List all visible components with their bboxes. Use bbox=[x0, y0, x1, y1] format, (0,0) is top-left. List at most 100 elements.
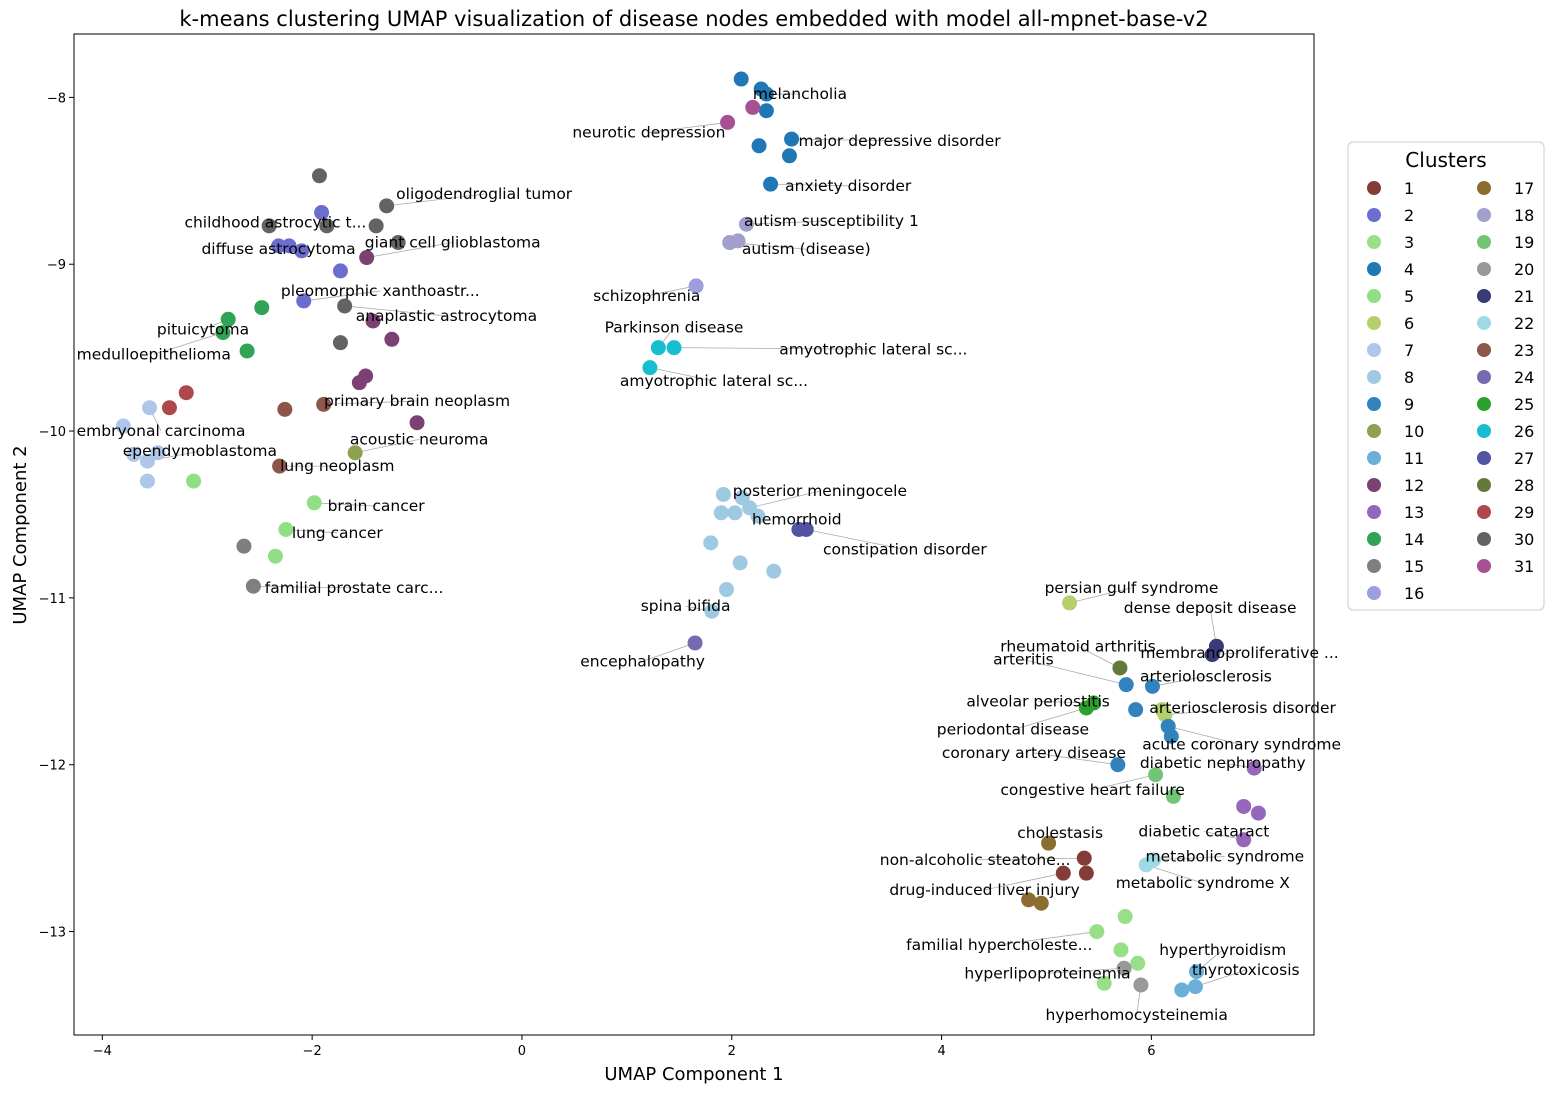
legend-label: 11 bbox=[1404, 449, 1424, 468]
scatter-point-cluster-7 bbox=[139, 473, 155, 489]
scatter-point-cluster-3 bbox=[1089, 924, 1105, 940]
legend-marker bbox=[1477, 451, 1491, 465]
annotation-label: anaplastic astrocytoma bbox=[356, 307, 537, 325]
annotation-leader-line bbox=[648, 122, 728, 133]
scatter-point-cluster-30 bbox=[337, 298, 353, 314]
scatter-point-cluster-6 bbox=[1062, 595, 1078, 611]
scatter-point-cluster-9 bbox=[1144, 678, 1160, 694]
scatter-point-cluster-19 bbox=[1148, 767, 1164, 783]
scatter-point-cluster-7 bbox=[142, 400, 158, 416]
legend-label: 3 bbox=[1404, 233, 1414, 252]
annotation-leader-line bbox=[285, 529, 338, 534]
scatter-point-cluster-19 bbox=[1165, 788, 1181, 804]
annotation-leader-line bbox=[1164, 707, 1243, 716]
annotation-label: schizophrenia bbox=[593, 287, 700, 305]
annotation-leader-line bbox=[1168, 725, 1242, 746]
scatter-point-cluster-7 bbox=[139, 453, 155, 469]
legend-label: 16 bbox=[1404, 584, 1424, 603]
scatter-point-cluster-5 bbox=[278, 521, 294, 537]
annotation-label: neurotic depression bbox=[572, 123, 725, 141]
scatter-point-cluster-2 bbox=[271, 238, 287, 254]
annotation-label: autism (disease) bbox=[742, 240, 871, 258]
scatter-point-cluster-30 bbox=[311, 168, 327, 184]
annotation-label: acute coronary syndrome bbox=[1142, 736, 1341, 754]
legend-marker bbox=[1477, 316, 1491, 330]
legend-marker bbox=[1367, 451, 1381, 465]
scatter-point-cluster-8 bbox=[715, 486, 731, 502]
legend-marker bbox=[1367, 343, 1381, 357]
scatter-point-cluster-13 bbox=[1236, 798, 1252, 814]
annotation-label: non-alcoholic steatohe... bbox=[880, 851, 1071, 869]
scatter-point-cluster-2 bbox=[296, 293, 312, 309]
scatter-point-cluster-15 bbox=[245, 578, 261, 594]
annotation-label: persian gulf syndrome bbox=[1045, 579, 1219, 597]
scatter-point-cluster-17 bbox=[1021, 892, 1037, 908]
annotation-label: diabetic cataract bbox=[1138, 822, 1269, 840]
annotation-label: encephalopathy bbox=[580, 652, 705, 670]
scatter-point-cluster-3 bbox=[1096, 975, 1112, 991]
scatter-point-cluster-26 bbox=[650, 340, 666, 356]
legend-marker bbox=[1367, 181, 1381, 195]
annotation-label: diabetic nephropathy bbox=[1140, 754, 1306, 772]
annotation-label: alveolar periostitis bbox=[966, 692, 1110, 710]
scatter-point-cluster-4 bbox=[763, 176, 779, 192]
legend-label: 6 bbox=[1404, 314, 1414, 333]
scatter-point-cluster-8 bbox=[727, 505, 743, 521]
scatter-point-cluster-23 bbox=[272, 458, 288, 474]
annotation-label: lung neoplasm bbox=[280, 457, 394, 475]
annotation-leader-line bbox=[674, 347, 874, 350]
x-tick-label: 4 bbox=[937, 1044, 945, 1059]
legend-label: 9 bbox=[1404, 395, 1414, 414]
scatter-point-cluster-17 bbox=[1033, 895, 1049, 911]
scatter-point-cluster-8 bbox=[750, 508, 766, 524]
legend-label: 1 bbox=[1404, 179, 1414, 198]
scatter-point-cluster-31 bbox=[745, 99, 761, 115]
legend-marker bbox=[1477, 424, 1491, 438]
scatter-point-cluster-17 bbox=[1041, 835, 1057, 851]
scatter-point-cluster-8 bbox=[732, 555, 748, 571]
annotation-label: spina bifida bbox=[641, 597, 731, 615]
annotation-leader-line bbox=[975, 857, 1085, 861]
legend-label: 26 bbox=[1514, 422, 1534, 441]
annotation-leader-line bbox=[749, 490, 820, 509]
annotation-labels: melancholia neurotic depression major depr… bbox=[77, 85, 1341, 1024]
chart-title: k-means clustering UMAP visualization of… bbox=[179, 7, 1208, 31]
legend-label: 7 bbox=[1404, 341, 1414, 360]
scatter-point-cluster-1 bbox=[1078, 865, 1094, 881]
legend-label: 21 bbox=[1514, 287, 1534, 306]
scatter-point-cluster-5 bbox=[267, 548, 283, 564]
annotation-leader-line bbox=[344, 305, 447, 317]
annotation-label: dense deposit disease bbox=[1124, 599, 1297, 617]
scatter-point-cluster-4 bbox=[784, 131, 800, 147]
scatter-point-cluster-2 bbox=[314, 205, 330, 221]
y-tick-label: −12 bbox=[39, 759, 66, 774]
annotation-leader-line bbox=[253, 585, 355, 589]
annotation-label: arteritis bbox=[993, 651, 1054, 669]
x-tick-label: −4 bbox=[93, 1044, 112, 1059]
annotation-label: hemorrhoid bbox=[752, 510, 842, 528]
annotation-leader-line bbox=[1146, 864, 1203, 884]
y-tick-label: −13 bbox=[39, 926, 66, 941]
annotation-label: posterior meningocele bbox=[733, 482, 907, 500]
legend: Clusters 1234567891011121314151617181920… bbox=[1347, 141, 1545, 611]
annotation-leader-line bbox=[806, 529, 905, 550]
annotation-label: membranoproliferative ... bbox=[1140, 644, 1338, 662]
legend-marker bbox=[1477, 478, 1491, 492]
annotation-label: familial hypercholeste... bbox=[906, 936, 1092, 954]
legend-marker bbox=[1367, 289, 1381, 303]
scatter-point-cluster-30 bbox=[261, 218, 277, 234]
scatter-point-cluster-12 bbox=[365, 313, 381, 329]
scatter-point-cluster-29 bbox=[178, 385, 194, 401]
annotation-leader-line bbox=[642, 642, 696, 662]
annotation-leader-line bbox=[1153, 856, 1225, 861]
scatter-point-cluster-8 bbox=[704, 603, 720, 619]
x-tick-label: 2 bbox=[728, 1044, 736, 1059]
annotation-label: acoustic neuroma bbox=[350, 430, 489, 448]
annotation-leader-line bbox=[303, 290, 381, 302]
scatter-point-cluster-28 bbox=[1112, 660, 1128, 676]
legend-marker bbox=[1367, 397, 1381, 411]
legend-label: 23 bbox=[1514, 341, 1534, 360]
annotation-label: metabolic syndrome X bbox=[1116, 874, 1291, 892]
annotation-label: amyotrophic lateral sc... bbox=[620, 372, 808, 390]
scatter-point-cluster-9 bbox=[1128, 702, 1144, 718]
